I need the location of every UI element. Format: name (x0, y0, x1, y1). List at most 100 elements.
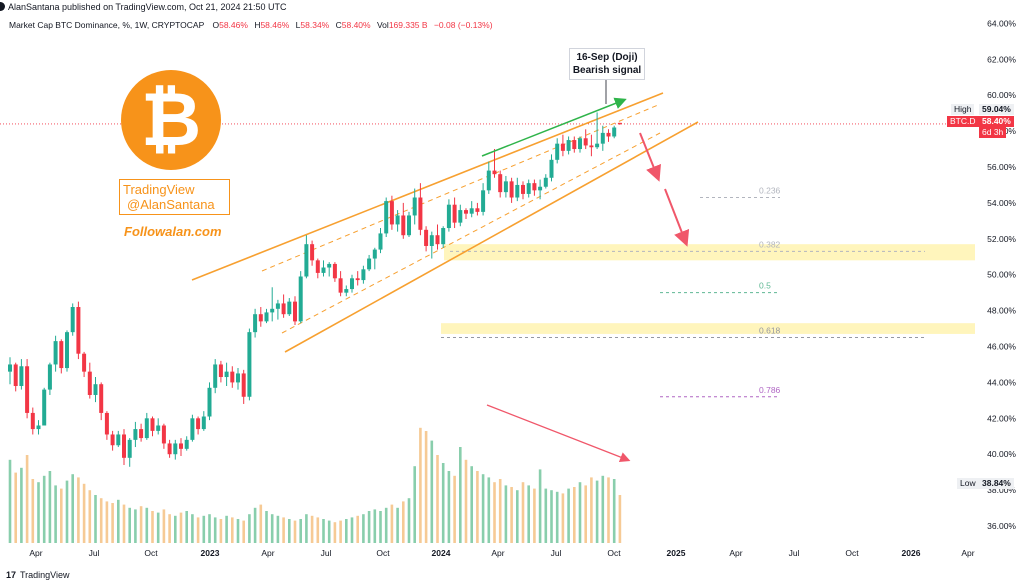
volume-bar (196, 517, 200, 543)
volume-bar (493, 482, 496, 543)
x-tick-label: Apr (491, 548, 504, 558)
candle-body (190, 418, 195, 440)
volume-bar (174, 515, 177, 543)
candle-body (161, 425, 166, 444)
volume-bar (618, 495, 622, 543)
volume-bar (470, 466, 473, 543)
volume-bar (77, 477, 80, 543)
volume-bar (498, 479, 502, 543)
candle-body (452, 204, 457, 223)
candle-body (361, 269, 366, 281)
candle-body (298, 276, 303, 322)
volume-bar (402, 501, 405, 543)
candle-body (99, 384, 104, 413)
candle-body (173, 443, 178, 455)
low-label: L (295, 20, 301, 30)
symbol-legend[interactable]: Market Cap BTC Dominance, %, 1W, CRYPTOC… (9, 20, 493, 30)
volume-bar (219, 519, 223, 543)
candle-body (543, 177, 548, 187)
candle-body (196, 418, 201, 430)
price-chart[interactable]: 0.236 0.382 0.5 0.618 0.786 36.00% 38.00% 40.0… (0, 0, 1024, 567)
candle-body (184, 439, 189, 449)
volume-bar (145, 507, 149, 543)
candle-body (446, 204, 451, 229)
website-text: Followalan.com (124, 224, 222, 239)
candle-body (76, 307, 81, 354)
volume-bar (584, 485, 587, 543)
time-axis[interactable]: Apr Jul Oct 2023 Apr Jul Oct 2024 Apr Jul Oct 2025 A… (29, 548, 974, 558)
price-axis[interactable]: 36.00% 38.00% 40.00% 42.00% 44.00% 46.00% 48.0… (987, 18, 1016, 531)
volume-bar (8, 459, 12, 543)
x-tick-label: Oct (607, 548, 621, 558)
volume-bar (612, 479, 616, 543)
volume-bar (362, 514, 365, 543)
candle-body (435, 235, 440, 245)
volume-bar (225, 515, 228, 543)
volume-bar (447, 471, 451, 543)
volume-bar (453, 475, 456, 543)
footer-brand[interactable]: TradingView (20, 570, 70, 580)
close-value: 58.40% (341, 20, 371, 30)
candle-body (315, 260, 320, 273)
volume-bar (521, 482, 525, 543)
volume-bar (248, 514, 251, 543)
volume-bar (487, 477, 491, 543)
candle-body (378, 233, 383, 250)
publish-info: AlanSantana published on TradingView.com… (8, 2, 287, 12)
volume-bar (578, 482, 582, 543)
y-tick-label: 56.00% (987, 162, 1016, 172)
candle-body (458, 210, 463, 223)
candle-body (87, 371, 92, 395)
candle-body (264, 312, 269, 322)
tradingview-logo-icon[interactable]: 17 (6, 570, 17, 580)
volume-bar (162, 509, 166, 543)
volume-bar (179, 512, 183, 543)
high-label: H (254, 20, 261, 30)
avatar[interactable] (0, 2, 5, 11)
volume-bar (561, 493, 565, 543)
x-tick-label: Jul (89, 548, 100, 558)
volume-bar (236, 519, 240, 543)
volume-bar (105, 501, 109, 543)
fib-zone-lower (441, 323, 975, 334)
volume-bar (327, 520, 331, 543)
volume-bar (567, 488, 570, 543)
volume-bar (111, 503, 114, 543)
volume-bar (595, 480, 599, 543)
candles (8, 112, 622, 467)
volume-bar (156, 512, 160, 543)
current-price-tag: 58.40% (979, 116, 1014, 127)
symbol-title[interactable]: Market Cap BTC Dominance, %, 1W, CRYPTOC… (9, 20, 205, 30)
candle-body (25, 366, 30, 413)
down-arrow-1 (639, 132, 661, 182)
high-value-tag: 59.04% (979, 104, 1014, 115)
candle-body (572, 140, 577, 150)
candle-body (418, 197, 423, 230)
volume-bar (134, 509, 137, 543)
volume-bar (333, 522, 337, 543)
candle-body (407, 215, 411, 236)
candle-body (401, 215, 406, 236)
annotation-arrows (481, 80, 690, 463)
candle-body (133, 429, 138, 440)
y-tick-label: 46.00% (987, 342, 1016, 352)
candle-body (441, 228, 446, 245)
x-tick-label: Apr (961, 548, 974, 558)
x-tick-label: Jul (789, 548, 800, 558)
high-value: 58.46% (260, 20, 290, 30)
y-tick-label: 38.00% (987, 485, 1016, 495)
volume-bar (151, 511, 154, 543)
volume-bar (379, 511, 382, 543)
change-value: −0.08 (−0.13%) (433, 20, 493, 30)
candle-body (606, 132, 611, 137)
volume-bar (607, 477, 610, 543)
volume-bar (208, 514, 211, 543)
candle-body (481, 190, 486, 212)
volume-bar (459, 447, 462, 543)
y-tick-label: 44.00% (987, 377, 1016, 387)
candle-body (293, 301, 297, 322)
candle-body (13, 364, 18, 387)
doji-callout[interactable]: 16-Sep (Doji) Bearish signal (569, 48, 645, 80)
green-trend-arrow (481, 97, 627, 157)
candle-body (207, 387, 212, 417)
